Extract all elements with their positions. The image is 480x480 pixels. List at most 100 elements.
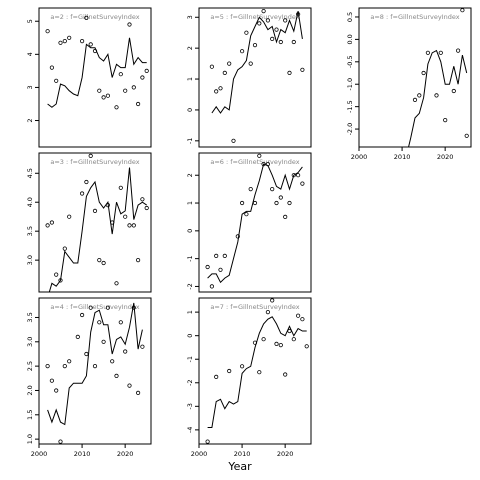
observation-point bbox=[80, 191, 85, 196]
observation-point bbox=[248, 61, 253, 66]
observation-point bbox=[105, 305, 111, 310]
x-tick-label: 2010 bbox=[234, 450, 251, 458]
observation-point bbox=[105, 203, 111, 208]
y-tick-label: -0.5 bbox=[346, 55, 354, 68]
observation-point bbox=[464, 133, 469, 138]
fitted-line bbox=[47, 37, 147, 108]
observation-point bbox=[443, 118, 448, 123]
observation-point bbox=[80, 38, 85, 44]
observation-point bbox=[92, 48, 98, 54]
fitted-line bbox=[48, 167, 147, 292]
y-tick-label: -1.0 bbox=[346, 78, 354, 91]
y-tick-label: 3.5 bbox=[26, 226, 34, 236]
observation-point bbox=[244, 212, 249, 217]
fitted-line bbox=[47, 302, 143, 426]
observation-point bbox=[214, 374, 219, 379]
observation-point bbox=[49, 378, 55, 383]
observation-point bbox=[118, 185, 123, 190]
strip-label: a=8 : f=GillnetSurveyIndex bbox=[370, 13, 459, 21]
observation-point bbox=[110, 220, 115, 225]
observation-point bbox=[131, 85, 136, 90]
observation-point bbox=[101, 339, 106, 344]
observation-point bbox=[97, 320, 102, 325]
facet-panel: a=2 : f=GillnetSurveyIndex 2 3 4 5 bbox=[26, 7, 152, 148]
y-tick-label: 2.5 bbox=[26, 361, 34, 371]
panel-frame bbox=[38, 7, 152, 148]
observation-point bbox=[252, 340, 258, 345]
observation-point bbox=[235, 234, 240, 239]
y-tick-label: 4 bbox=[26, 52, 34, 56]
y-tick-label: 3 bbox=[186, 15, 194, 19]
y-tick-label: -1 bbox=[186, 138, 194, 144]
facet-panel: a=4 : f=GillnetSurveyIndex 1.0 1.5 2.0 2.5 3.… bbox=[26, 297, 152, 458]
panel-frame bbox=[358, 7, 472, 148]
observation-point bbox=[88, 42, 93, 47]
observation-point bbox=[110, 359, 115, 364]
observation-point bbox=[412, 97, 418, 103]
observation-point bbox=[54, 78, 59, 83]
facet-panel: a=7 : f=GillnetSurveyIndex -4 -3 -2 -1 0 1 2000… bbox=[186, 297, 312, 458]
observation-point bbox=[136, 390, 141, 395]
observation-point bbox=[136, 257, 141, 263]
observation-point bbox=[80, 312, 85, 318]
observation-point bbox=[252, 200, 258, 206]
observation-point bbox=[278, 39, 283, 45]
y-tick-label: -1 bbox=[186, 255, 194, 261]
y-tick-label: -1.5 bbox=[346, 100, 354, 113]
observation-point bbox=[460, 8, 465, 13]
observation-point bbox=[300, 317, 305, 322]
observation-point bbox=[274, 27, 279, 32]
y-tick-label: -3 bbox=[186, 403, 194, 409]
observation-point bbox=[67, 359, 72, 364]
observation-point bbox=[140, 75, 145, 80]
observation-point bbox=[434, 93, 439, 98]
observation-point bbox=[88, 305, 93, 310]
panels-layer: a=2 : f=GillnetSurveyIndex 2 3 4 5 a=5 : f=Gi… bbox=[26, 7, 472, 458]
observation-point bbox=[49, 65, 55, 70]
y-tick-label: 1 bbox=[186, 77, 194, 81]
observation-point bbox=[417, 93, 422, 98]
y-tick-label: 0.5 bbox=[346, 12, 354, 22]
panel-frame bbox=[38, 297, 152, 445]
observation-point bbox=[131, 223, 136, 228]
observation-point bbox=[425, 50, 430, 55]
observation-point bbox=[244, 30, 249, 35]
strip-label: a=5 : f=GillnetSurveyIndex bbox=[210, 13, 299, 21]
observation-point bbox=[295, 313, 301, 318]
y-tick-label: -2 bbox=[186, 283, 194, 289]
observation-point bbox=[54, 272, 59, 277]
y-tick-label: 1 bbox=[186, 201, 194, 205]
observation-point bbox=[283, 214, 288, 219]
observation-point bbox=[270, 36, 275, 42]
observation-point bbox=[127, 383, 132, 388]
observation-point bbox=[278, 342, 283, 348]
y-tick-label: 1.0 bbox=[26, 434, 34, 444]
observation-point bbox=[218, 267, 223, 272]
observation-point bbox=[270, 187, 275, 192]
x-tick-label: 2020 bbox=[437, 153, 454, 161]
observation-point bbox=[287, 70, 292, 76]
observation-point bbox=[222, 70, 227, 76]
x-tick-label: 2020 bbox=[277, 450, 294, 458]
observation-point bbox=[222, 253, 227, 258]
observation-point bbox=[300, 181, 305, 186]
observation-point bbox=[144, 205, 149, 211]
observation-point bbox=[118, 320, 123, 325]
observation-point bbox=[240, 49, 245, 54]
strip-label: a=6 : f=GillnetSurveyIndex bbox=[210, 158, 299, 166]
y-tick-label: 3.0 bbox=[26, 337, 34, 347]
observation-point bbox=[58, 278, 63, 283]
fitted-line bbox=[408, 49, 468, 147]
y-tick-label: -2 bbox=[186, 380, 194, 386]
observation-point bbox=[131, 305, 136, 310]
observation-point bbox=[265, 309, 270, 315]
observation-point bbox=[291, 39, 296, 45]
y-tick-label: -2.0 bbox=[346, 123, 354, 136]
observation-point bbox=[283, 372, 288, 377]
y-tick-label: 2 bbox=[26, 118, 34, 122]
observation-point bbox=[127, 22, 132, 27]
observation-point bbox=[140, 197, 145, 202]
observation-point bbox=[92, 363, 98, 369]
observation-point bbox=[62, 363, 67, 369]
observation-point bbox=[438, 50, 443, 55]
